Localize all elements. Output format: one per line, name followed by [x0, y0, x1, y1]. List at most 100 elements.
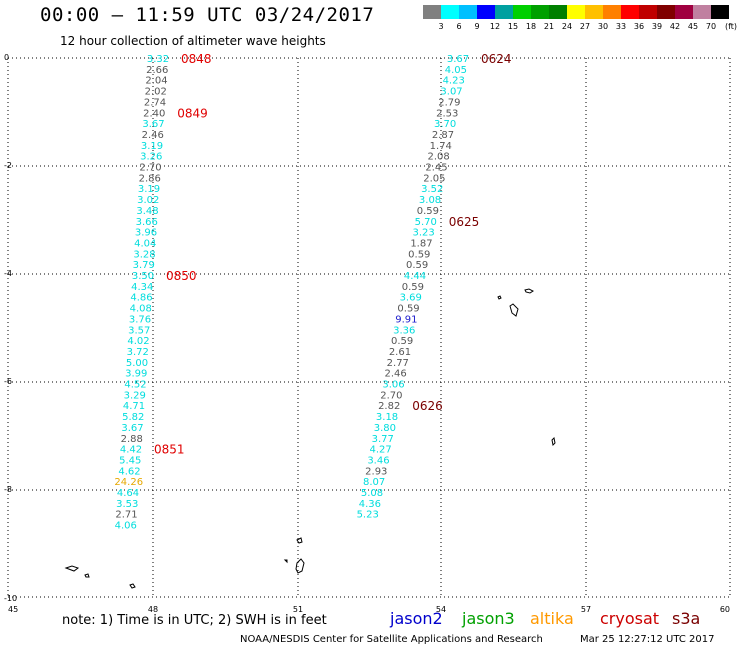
island-outline — [295, 558, 305, 574]
wave-height-label: 3.32 — [147, 54, 169, 65]
colorbar-label: 45 — [687, 22, 699, 31]
wave-height-label: 0.59 — [397, 304, 419, 315]
wave-height-label: 3.07 — [440, 87, 462, 98]
wave-height-label: 3.72 — [127, 347, 149, 358]
wave-height-label: 2.08 — [428, 152, 450, 163]
wave-height-label: 3.76 — [129, 314, 151, 325]
colorbar-label: 42 — [669, 22, 681, 31]
wave-height-label: 4.34 — [131, 282, 153, 293]
wave-height-label: 2.77 — [387, 358, 409, 369]
wave-height-label: 5.82 — [122, 412, 144, 423]
wave-height-label: 4.02 — [127, 336, 149, 347]
colorbar-label: 3 — [438, 22, 444, 31]
wave-height-label: 0.59 — [402, 282, 424, 293]
colorbar-label: 70 — [705, 22, 717, 31]
x-tick-label: 60 — [720, 605, 730, 614]
wave-height-label: 4.08 — [130, 304, 152, 315]
y-tick-label: -6 — [4, 377, 12, 386]
wave-height-label: 4.64 — [117, 488, 139, 499]
x-tick-label: 48 — [148, 605, 158, 614]
colorbar-swatch — [711, 5, 729, 19]
wave-height-label: 4.52 — [124, 380, 146, 391]
island-outline — [283, 559, 288, 564]
colorbar-swatch — [603, 5, 621, 19]
wave-height-label: 3.19 — [141, 141, 163, 152]
wave-height-label: 4.27 — [369, 445, 391, 456]
island-outline — [551, 436, 556, 447]
wave-height-label: 3.46 — [367, 455, 389, 466]
colorbar-swatch — [531, 5, 549, 19]
wave-height-label: 3.52 — [421, 184, 443, 195]
credit-timestamp: Mar 25 12:27:12 UTC 2017 — [580, 634, 715, 645]
pass-time-label: 0625 — [449, 215, 480, 229]
chart-title: 00:00 — 11:59 UTC 03/24/2017 — [40, 4, 375, 26]
wave-height-label: 4.04 — [134, 238, 156, 249]
wave-height-label: 5.70 — [415, 217, 437, 228]
colorbar-swatch — [477, 5, 495, 19]
wave-height-label: 2.05 — [423, 173, 445, 184]
wave-height-label: 3.06 — [382, 380, 404, 391]
pass-time-label: 0626 — [412, 399, 443, 413]
colorbar-label: 21 — [543, 22, 555, 31]
colorbar-swatch — [657, 5, 675, 19]
colorbar-swatch — [639, 5, 657, 19]
wave-height-label: 3.50 — [132, 271, 154, 282]
colorbar-swatch — [495, 5, 513, 19]
wave-height-label: 4.86 — [130, 293, 152, 304]
wave-height-label: 5.23 — [357, 510, 379, 521]
x-tick-label: 45 — [8, 605, 18, 614]
colorbar-label: 24 — [561, 22, 573, 31]
colorbar-swatch — [675, 5, 693, 19]
colorbar-label: 39 — [651, 22, 663, 31]
wave-height-label: 3.67 — [142, 119, 164, 130]
wave-height-label: 4.42 — [120, 445, 142, 456]
colorbar-swatch — [693, 5, 711, 19]
wave-height-label: 4.71 — [123, 401, 145, 412]
satellite-legend-jason2: jason2 — [390, 609, 443, 628]
wave-height-label: 2.71 — [115, 510, 137, 521]
pass-time-label: 0849 — [177, 106, 208, 120]
wave-height-label: 3.29 — [124, 390, 146, 401]
wave-height-label: 2.86 — [139, 173, 161, 184]
wave-height-label: 0.59 — [391, 336, 413, 347]
colorbar-swatch — [459, 5, 477, 19]
wave-height-label: 3.67 — [447, 54, 469, 65]
colorbar-label: 27 — [579, 22, 591, 31]
credit-text: NOAA/NESDIS Center for Satellite Applica… — [240, 634, 543, 645]
island-outline — [524, 288, 534, 294]
x-tick-label: 57 — [581, 605, 591, 614]
wave-height-label: 24.26 — [114, 477, 143, 488]
wave-height-label: 2.45 — [425, 163, 447, 174]
colorbar-swatch — [441, 5, 459, 19]
island-outline — [64, 565, 80, 572]
wave-height-label: 2.66 — [146, 65, 168, 76]
wave-height-label: 2.88 — [121, 434, 143, 445]
y-tick-label: -8 — [4, 485, 12, 494]
wave-height-label: 0.59 — [417, 206, 439, 217]
island-outline — [84, 573, 90, 578]
wave-height-label: 4.36 — [359, 499, 381, 510]
satellite-legend-jason3: jason3 — [462, 609, 515, 628]
wave-height-label: 3.66 — [136, 217, 158, 228]
satellite-legend-cryosat: cryosat — [600, 609, 660, 628]
wave-height-label: 1.74 — [430, 141, 452, 152]
x-tick-label: 54 — [436, 605, 446, 614]
wave-height-label: 3.80 — [374, 423, 396, 434]
wave-height-label: 4.05 — [445, 65, 467, 76]
pass-time-label: 0851 — [154, 443, 185, 457]
wave-height-label: 3.99 — [125, 369, 147, 380]
pass-time-label: 0848 — [181, 52, 212, 66]
colorbar-label: 12 — [489, 22, 501, 31]
wave-height-label: 4.62 — [118, 466, 140, 477]
colorbar-label: 6 — [456, 22, 462, 31]
chart-subtitle: 12 hour collection of altimeter wave hei… — [60, 34, 326, 48]
island-outline — [129, 583, 136, 589]
satellite-legend-altika: altika — [530, 609, 574, 628]
wave-height-label: 5.08 — [361, 488, 383, 499]
wave-height-label: 2.79 — [438, 97, 460, 108]
wave-height-label: 3.79 — [133, 260, 155, 271]
island-outline — [296, 537, 303, 544]
colorbar-swatch — [513, 5, 531, 19]
wave-height-label: 2.82 — [378, 401, 400, 412]
